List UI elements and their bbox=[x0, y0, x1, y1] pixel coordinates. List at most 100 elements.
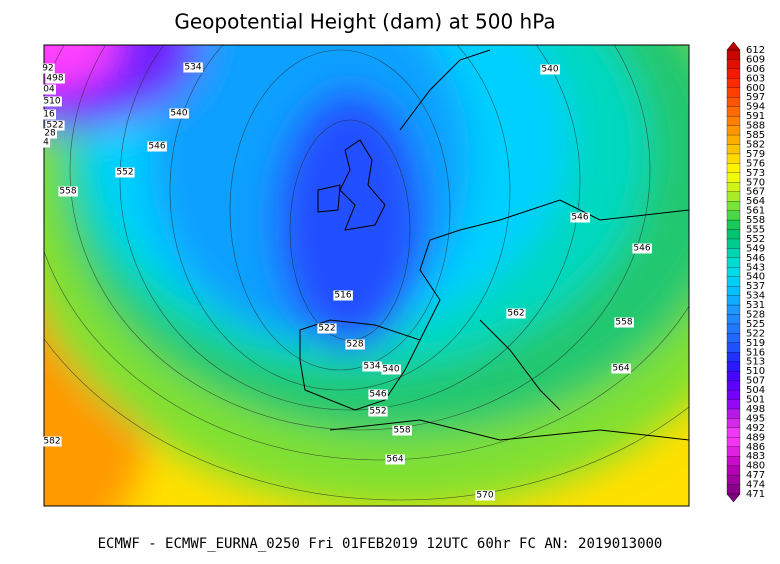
colorbar-label: 609 bbox=[746, 54, 765, 65]
colorbar-label: 555 bbox=[746, 224, 765, 235]
contour-label-bg bbox=[42, 96, 62, 107]
contour-label-bg bbox=[362, 361, 382, 372]
plot-frame bbox=[43, 44, 690, 507]
colorbar-label: 516 bbox=[746, 347, 765, 358]
colorbar-band bbox=[726, 59, 741, 70]
contour-label-bg bbox=[183, 62, 203, 73]
contour-label: 558 bbox=[59, 187, 76, 197]
colorbar-band bbox=[726, 361, 741, 372]
colorbar-band bbox=[726, 163, 741, 174]
colorbar-band bbox=[726, 182, 741, 193]
contour-label-bg bbox=[45, 120, 65, 131]
colorbar-band bbox=[726, 191, 741, 202]
colorbar-label: 612 bbox=[746, 45, 765, 56]
colorbar-label: 564 bbox=[746, 196, 765, 207]
contour-label: 4 bbox=[43, 138, 49, 148]
contour-label-bg bbox=[381, 364, 401, 375]
colorbar-label: 531 bbox=[746, 300, 765, 311]
colorbar-band bbox=[726, 219, 741, 231]
colorbar-band bbox=[726, 352, 741, 363]
colorbar-label: 543 bbox=[746, 262, 765, 273]
contour-label: 92 bbox=[42, 64, 53, 74]
colorbar-band bbox=[726, 49, 741, 61]
colorbar-band bbox=[726, 380, 741, 391]
colorbar-label: 471 bbox=[746, 489, 765, 500]
colorbar-band bbox=[726, 267, 741, 278]
contour-label-bg bbox=[368, 406, 388, 417]
contour-label: 570 bbox=[476, 491, 493, 501]
colorbar-band bbox=[726, 418, 741, 429]
colorbar-label: 510 bbox=[746, 366, 765, 377]
colorbar-top-arrow bbox=[726, 41, 741, 51]
colorbar-band bbox=[726, 427, 741, 438]
contour-label-bg bbox=[611, 363, 631, 374]
colorbar-label: 492 bbox=[746, 423, 765, 434]
colorbar-band bbox=[726, 371, 741, 382]
contour-label: 534 bbox=[184, 63, 201, 73]
colorbar-band bbox=[726, 484, 741, 495]
contour-label-bg bbox=[345, 339, 365, 350]
colorbar-band bbox=[726, 238, 741, 250]
contour-label-bg bbox=[540, 64, 560, 75]
contour-label: 04 bbox=[43, 85, 55, 95]
contour-label-bg bbox=[333, 290, 353, 301]
contour-label-bg bbox=[42, 84, 56, 95]
colorbar-band bbox=[726, 229, 741, 240]
colorbar-label: 513 bbox=[746, 357, 765, 368]
contour-label: 564 bbox=[386, 455, 403, 465]
contour-label: 540 bbox=[541, 65, 558, 75]
title: Geopotential Height (dam) at 500 hPa bbox=[174, 10, 555, 34]
colorbar-band bbox=[726, 304, 741, 316]
colorbar-band bbox=[726, 115, 741, 127]
colorbar-label: 483 bbox=[746, 451, 765, 462]
colorbar-band bbox=[726, 200, 741, 212]
colorbar-label: 582 bbox=[746, 139, 765, 150]
colorbar-label: 495 bbox=[746, 413, 765, 424]
colorbar-label: 519 bbox=[746, 338, 765, 349]
colorbar-label: 501 bbox=[746, 395, 765, 406]
colorbar-label: 489 bbox=[746, 432, 765, 443]
colorbar-band bbox=[726, 125, 741, 136]
contour-label: 16 bbox=[43, 110, 55, 120]
contour-label: 522 bbox=[46, 121, 63, 131]
colorbar-label: 588 bbox=[746, 121, 765, 132]
colorbar-label: 549 bbox=[746, 243, 765, 254]
colorbar-label: 480 bbox=[746, 461, 765, 472]
colorbar-band bbox=[726, 323, 741, 335]
colorbar-label: 570 bbox=[746, 177, 765, 188]
colorbar-label: 576 bbox=[746, 158, 765, 169]
colorbar-label: 561 bbox=[746, 206, 765, 217]
colorbar-band bbox=[726, 153, 741, 165]
contour-label-bg bbox=[115, 167, 135, 178]
colorbar: 6126096066036005975945915885855825795765… bbox=[726, 41, 765, 503]
contour-label: 552 bbox=[369, 407, 386, 417]
contour-label: 498 bbox=[46, 74, 63, 84]
colorbar-band bbox=[726, 210, 741, 221]
colorbar-band bbox=[726, 437, 741, 448]
contour-label: 540 bbox=[170, 109, 187, 119]
colorbar-label: 603 bbox=[746, 73, 765, 84]
colorbar-band bbox=[726, 314, 741, 325]
contour-label-bg bbox=[42, 137, 51, 148]
colorbar-band bbox=[726, 389, 741, 401]
colorbar-band bbox=[726, 446, 741, 457]
contour-label-bg bbox=[385, 454, 405, 465]
colorbar-label: 507 bbox=[746, 376, 765, 387]
colorbar-label: 528 bbox=[746, 310, 765, 321]
contour-label: 510 bbox=[43, 97, 60, 107]
colorbar-band bbox=[726, 172, 741, 183]
colorbar-label: 537 bbox=[746, 281, 765, 292]
colorbar-band bbox=[726, 465, 741, 476]
contour-label: 582 bbox=[43, 437, 60, 447]
contour-label: 546 bbox=[369, 390, 386, 400]
colorbar-label: 606 bbox=[746, 64, 765, 75]
colorbar-band bbox=[726, 276, 741, 287]
contour-label-bg bbox=[392, 425, 412, 436]
colorbar-bottom-arrow bbox=[726, 493, 741, 503]
colorbar-band bbox=[726, 248, 741, 259]
colorbar-label: 522 bbox=[746, 328, 765, 339]
contour-label: 558 bbox=[393, 426, 410, 436]
contour-label: 528 bbox=[346, 340, 363, 350]
